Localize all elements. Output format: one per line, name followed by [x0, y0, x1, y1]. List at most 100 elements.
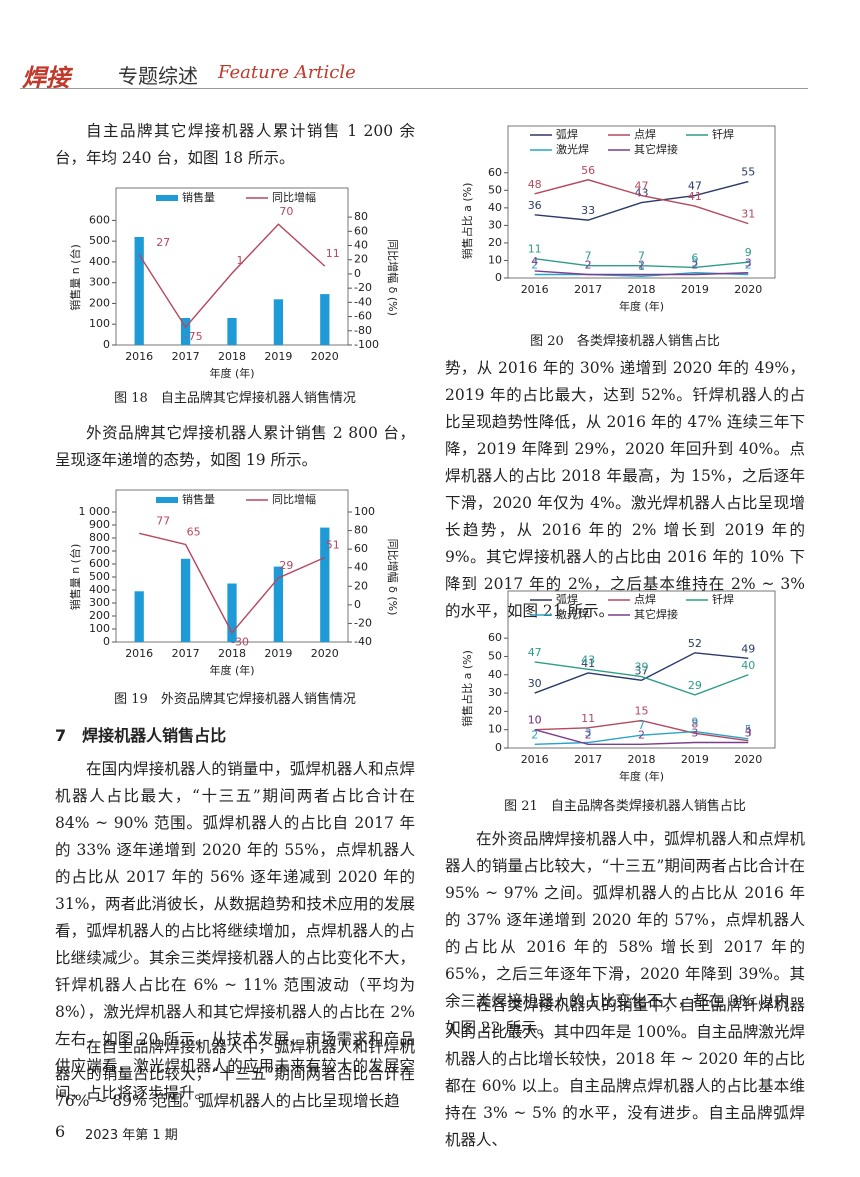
data-label: 9: [745, 246, 752, 259]
paragraph: 在国内焊接机器人的销量中，弧焊机器人和点焊机器人占比最大，“十三五”期间两者占比…: [55, 760, 415, 1102]
legend-swatch: [156, 195, 178, 201]
data-label: 15: [635, 705, 649, 718]
legend-label: 点焊: [634, 592, 656, 606]
y-axis-label: 销售占比 a (%): [460, 183, 474, 260]
bar: [273, 566, 284, 642]
y-axis-label: 销售占比 a (%): [460, 650, 474, 727]
series-line: [534, 258, 749, 269]
data-label: 47: [688, 180, 702, 193]
legend-label: 激光焊: [556, 607, 589, 621]
data-label: 9: [691, 716, 698, 729]
y2-tick-label: -20: [354, 616, 372, 629]
x-tick-label: 2018: [218, 647, 246, 660]
x-axis-label: 年度 (年): [619, 769, 664, 783]
data-label: 55: [741, 166, 755, 179]
data-label: 47: [635, 180, 649, 193]
x-tick-label: 2016: [521, 283, 549, 296]
data-label: 4: [531, 255, 538, 268]
y2-axis-label: 同比增幅 δ (%): [386, 239, 400, 316]
data-label: 7: [638, 250, 645, 263]
x-tick-label: 2019: [681, 753, 709, 766]
series-line: [534, 180, 749, 221]
x-axis-label: 年度 (年): [619, 299, 664, 313]
paragraph: 自主品牌其它焊接机器人累计销售 1 200 余台，年均 240 台，如图 18 …: [55, 122, 415, 167]
data-label: 65: [187, 526, 201, 539]
y-tick-label: 600: [89, 557, 110, 570]
x-tick-label: 2020: [311, 647, 339, 660]
x-tick-label: 2017: [172, 647, 200, 660]
y-tick-label: 50: [488, 649, 502, 662]
data-label: 6: [691, 251, 698, 264]
x-tick-label: 2020: [734, 283, 762, 296]
series-line: [534, 729, 749, 746]
legend-label: 点焊: [634, 127, 656, 141]
header-rule: [20, 88, 808, 89]
y-tick-label: 600: [89, 213, 110, 226]
data-label: 7: [638, 719, 645, 732]
x-tick-label: 2019: [264, 647, 292, 660]
section-heading: 7 焊接机器人销售占比: [55, 726, 227, 745]
y-tick-label: 900: [89, 518, 110, 531]
paragraph: 在外资品牌焊接机器人中，弧焊机器人和点焊机器人的销量占比较大，“十三五”期间两者…: [445, 830, 805, 1037]
x-tick-label: 2017: [172, 350, 200, 363]
x-tick-label: 2016: [125, 647, 153, 660]
data-label: 4: [745, 725, 752, 738]
data-label: 31: [741, 208, 755, 221]
data-label: 2: [585, 258, 592, 271]
y2-tick-label: 0: [354, 598, 361, 611]
y-tick-label: 700: [89, 544, 110, 557]
paragraph: 在各类焊接机器人的销量中，自主品牌钎焊机器人的占比最大，其中四年是 100%。自…: [445, 996, 805, 1149]
y-tick-label: 30: [488, 686, 502, 699]
legend-label: 钎焊: [712, 127, 734, 141]
data-label: 29: [279, 559, 293, 572]
y-tick-label: 0: [103, 338, 110, 351]
chart: 0100200300400500600-100-80-60-40-2002040…: [68, 187, 400, 380]
legend-label: 销售量: [182, 492, 215, 506]
y-tick-label: 400: [89, 583, 110, 596]
y-tick-label: 800: [89, 531, 110, 544]
data-label: 3: [691, 727, 698, 740]
page-number: 6: [55, 1122, 66, 1141]
legend-label: 同比增幅: [272, 190, 316, 204]
y2-tick-label: -80: [354, 324, 372, 337]
data-label: 3: [585, 727, 592, 740]
series-line: [534, 661, 749, 696]
bar: [227, 583, 237, 642]
x-tick-label: 2018: [218, 350, 246, 363]
data-label: 40: [741, 659, 755, 672]
x-tick-label: 2018: [628, 753, 656, 766]
y-tick-label: 300: [89, 596, 110, 609]
y-axis-label: 销售量 n (台): [68, 244, 82, 311]
y-tick-label: 10: [488, 253, 502, 266]
series-line: [534, 719, 749, 742]
y-tick-label: 400: [89, 255, 110, 268]
legend-label: 钎焊: [712, 592, 734, 606]
figure-caption: 图 18 自主品牌其它焊接机器人销售情况: [114, 391, 356, 406]
data-label: 33: [581, 204, 595, 217]
data-label: 2: [638, 728, 645, 741]
data-label: 2: [745, 258, 752, 271]
chart: 0 10 20 30 40 50 60 2016 2017 2018 2019 2020 年度 (年) 销…: [460, 590, 776, 783]
series-line: [534, 270, 749, 276]
y2-tick-label: -100: [354, 338, 379, 351]
data-label: 30: [528, 677, 542, 690]
section-title: 专题综述: [118, 64, 198, 88]
y-tick-label: 0: [103, 635, 110, 648]
data-label: 39: [635, 661, 649, 674]
x-tick-label: 2016: [125, 350, 153, 363]
x-tick-label: 2017: [574, 753, 602, 766]
y-tick-label: 20: [488, 236, 502, 249]
y-tick-label: 100: [89, 622, 110, 635]
y2-tick-label: 0: [354, 267, 361, 280]
y-tick-label: 60: [488, 166, 502, 179]
data-label: 77: [156, 514, 170, 527]
y-tick-label: 0: [495, 271, 502, 284]
data-label: 2: [638, 258, 645, 271]
plot-frame: [507, 590, 776, 749]
series-line: [138, 223, 326, 329]
y2-tick-label: 20: [354, 579, 368, 592]
bar: [134, 591, 144, 642]
data-label: 2: [585, 258, 592, 271]
